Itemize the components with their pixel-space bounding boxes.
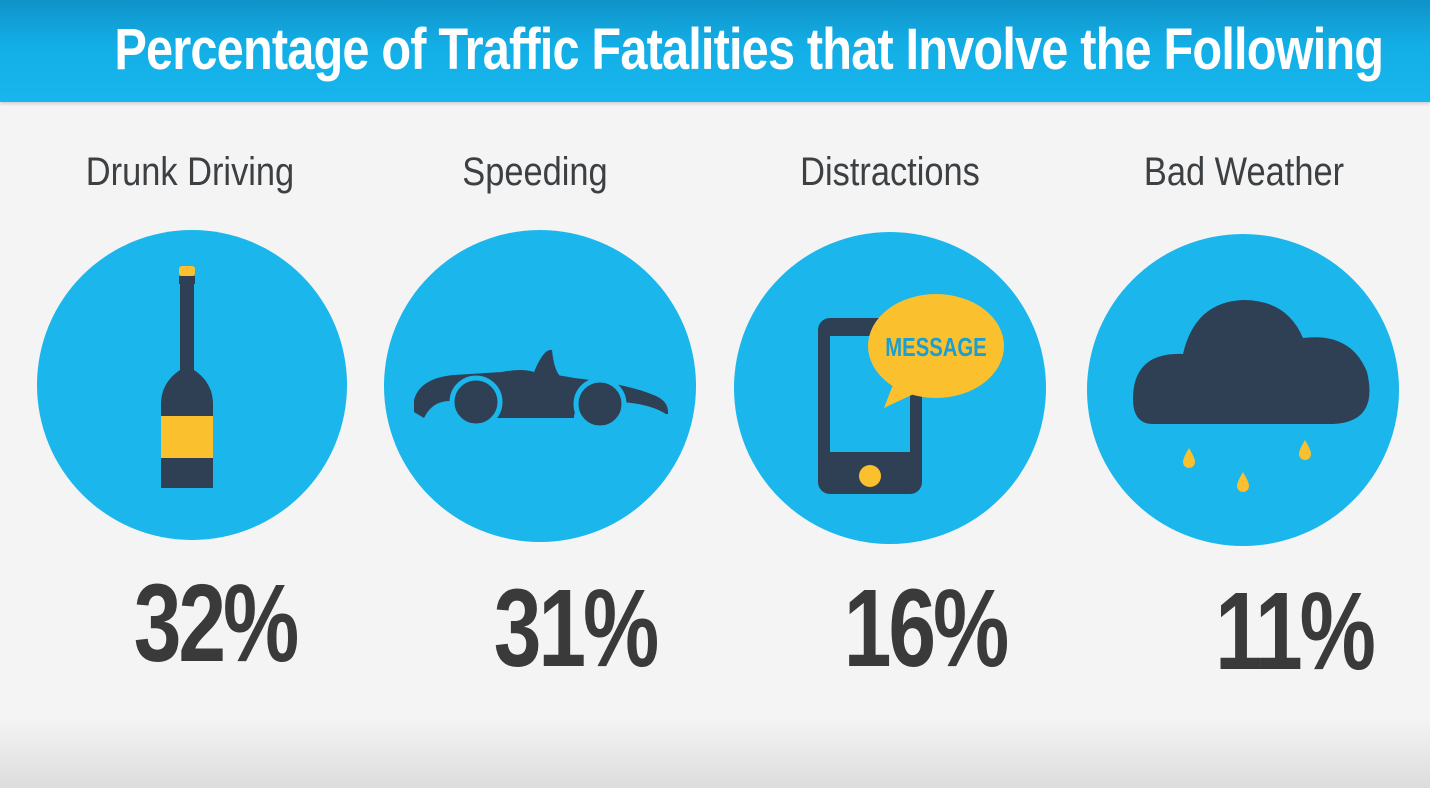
category-label-distractions: Distractions <box>800 150 980 194</box>
bottom-shadow <box>0 718 1430 788</box>
phone-message-icon <box>818 294 1004 494</box>
category-circle-distractions: MESSAGE <box>734 232 1046 544</box>
title-banner: Percentage of Traffic Fatalities that In… <box>0 0 1430 102</box>
rain-cloud-icon <box>1133 300 1370 492</box>
category-circle-speeding <box>384 230 696 542</box>
category-label-bad-weather: Bad Weather <box>1143 150 1345 194</box>
message-bubble-text: MESSAGE <box>885 332 987 362</box>
category-label-drunk-driving: Drunk Driving <box>85 150 295 194</box>
bottle-icon <box>161 266 213 488</box>
percentage-speeding: 31% <box>493 567 659 690</box>
percentage-bad-weather: 11% <box>1215 570 1376 693</box>
category-label-speeding: Speeding <box>462 150 608 194</box>
car-icon <box>414 349 669 431</box>
percentage-distractions: 16% <box>843 567 1009 690</box>
percentage-drunk-driving: 32% <box>133 562 299 685</box>
page-title: Percentage of Traffic Fatalities that In… <box>114 17 1384 82</box>
category-circle-bad-weather <box>1087 234 1399 546</box>
category-circle-drunk-driving <box>37 230 347 540</box>
